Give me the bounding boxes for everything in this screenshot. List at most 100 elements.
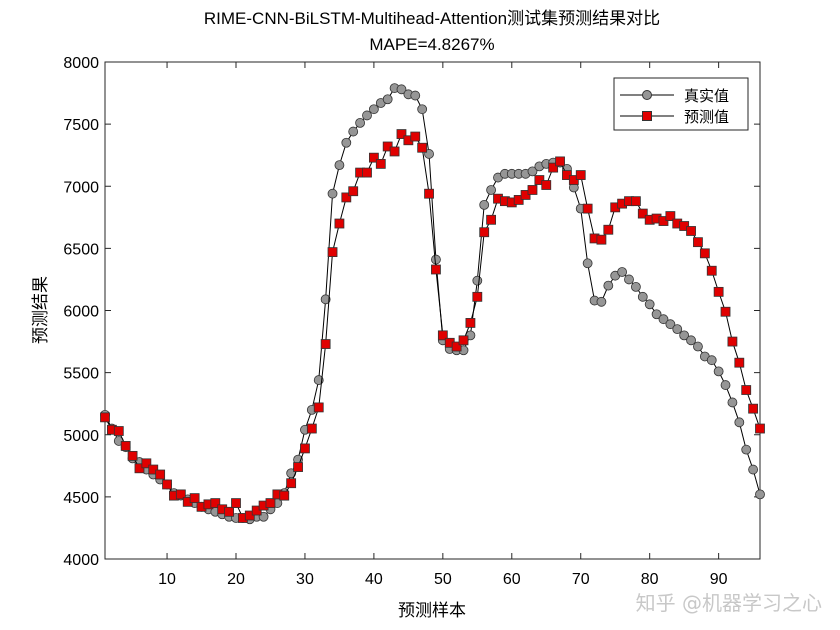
data-point-predicted [465, 318, 476, 328]
data-point-predicted [362, 167, 372, 178]
data-point-predicted [458, 335, 469, 346]
data-point-predicted [513, 195, 524, 205]
data-point-predicted [637, 208, 648, 219]
series-predicted [100, 129, 765, 523]
data-point-predicted [348, 186, 359, 197]
data-point-actual [382, 94, 393, 105]
data-point-predicted [437, 330, 448, 341]
data-point-predicted [279, 490, 290, 501]
data-point-actual [348, 126, 359, 137]
data-point-predicted [231, 498, 241, 508]
y-tick-label: 5500 [63, 366, 99, 383]
data-point-predicted [141, 458, 152, 469]
data-point-predicted [658, 216, 669, 226]
data-point-actual [320, 294, 331, 305]
data-point-predicted [224, 506, 235, 517]
x-tick-label: 20 [227, 571, 245, 588]
data-point-actual [362, 110, 372, 121]
data-point-predicted [527, 185, 538, 195]
data-point-actual [748, 464, 759, 475]
data-point-predicted [293, 462, 303, 472]
data-point-actual [713, 366, 724, 377]
data-point-predicted [424, 188, 434, 199]
data-point-predicted [693, 237, 703, 248]
legend: 真实值 预测值 [613, 77, 749, 131]
data-point-predicted [431, 264, 441, 275]
data-point-actual [651, 309, 662, 320]
data-point-predicted [341, 192, 352, 203]
data-point-predicted [665, 211, 676, 221]
data-point-actual [596, 296, 607, 307]
x-tick-label: 90 [710, 571, 728, 588]
data-point-predicted [548, 162, 559, 173]
data-point-actual [693, 341, 703, 352]
x-tick-label: 30 [296, 571, 314, 588]
data-point-actual [582, 258, 593, 269]
data-point-predicted [244, 510, 255, 521]
data-point-actual [720, 380, 731, 390]
data-point-predicted [127, 450, 138, 461]
data-point-predicted [741, 385, 752, 395]
legend-label-actual: 真实值 [684, 87, 729, 105]
data-point-actual [617, 267, 628, 277]
data-point-actual [410, 90, 421, 101]
data-point-actual [637, 291, 648, 302]
data-point-predicted [313, 402, 324, 413]
data-point-actual [417, 104, 428, 115]
legend-box [613, 77, 749, 131]
data-point-predicted [541, 180, 552, 190]
data-point-predicted [113, 426, 124, 436]
data-point-actual [431, 254, 441, 265]
data-point-predicted [368, 152, 379, 163]
data-point-predicted [327, 247, 338, 258]
x-tick-label: 40 [365, 571, 383, 588]
data-point-predicted [679, 221, 690, 231]
data-point-actual [341, 137, 352, 148]
data-point-predicted [320, 339, 331, 349]
data-point-actual [706, 355, 717, 366]
data-point-predicted [520, 190, 531, 200]
series-actual [100, 83, 765, 525]
data-point-predicted [134, 463, 145, 474]
data-point-predicted [389, 146, 400, 157]
data-point-predicted [748, 403, 759, 414]
data-point-actual [644, 299, 655, 310]
data-point-actual [368, 104, 379, 115]
data-point-predicted [300, 443, 310, 454]
data-point-predicted [734, 357, 745, 368]
chart-title: RIME-CNN-BiLSTM-Multihead-Attention测试集预测… [204, 9, 660, 28]
data-point-predicted [120, 441, 131, 451]
data-point-predicted [306, 423, 317, 434]
data-point-actual [396, 84, 407, 95]
data-point-actual [672, 324, 683, 335]
data-point-actual [355, 117, 366, 128]
data-point-actual [630, 281, 641, 292]
data-point-actual [472, 275, 483, 286]
data-point-predicted [100, 412, 110, 423]
y-tick-label: 7000 [63, 179, 99, 196]
data-point-actual [327, 188, 338, 199]
data-point-actual [334, 160, 345, 171]
y-tick-label: 8000 [63, 55, 99, 72]
data-point-predicted [699, 248, 710, 259]
data-point-predicted [603, 224, 614, 235]
data-point-predicted [396, 129, 407, 139]
data-point-predicted [251, 505, 262, 516]
data-point-actual [755, 489, 765, 500]
data-point-predicted [562, 170, 572, 180]
data-point-predicted [451, 341, 462, 352]
data-point-predicted [596, 234, 607, 245]
data-point-predicted [286, 478, 297, 489]
y-tick-label: 7500 [63, 117, 99, 134]
y-tick-label: 6000 [63, 304, 99, 321]
x-tick-label: 70 [572, 571, 590, 588]
data-point-predicted [210, 498, 221, 508]
y-tick-label: 5000 [63, 428, 99, 445]
y-tick-label: 6500 [63, 241, 99, 258]
data-point-predicted [148, 464, 159, 475]
data-point-predicted [472, 291, 483, 302]
data-point-predicted [189, 493, 200, 504]
legend-label-predicted: 预测值 [684, 109, 729, 126]
data-point-predicted [582, 203, 593, 214]
y-axis-label: 预测结果 [31, 276, 50, 344]
